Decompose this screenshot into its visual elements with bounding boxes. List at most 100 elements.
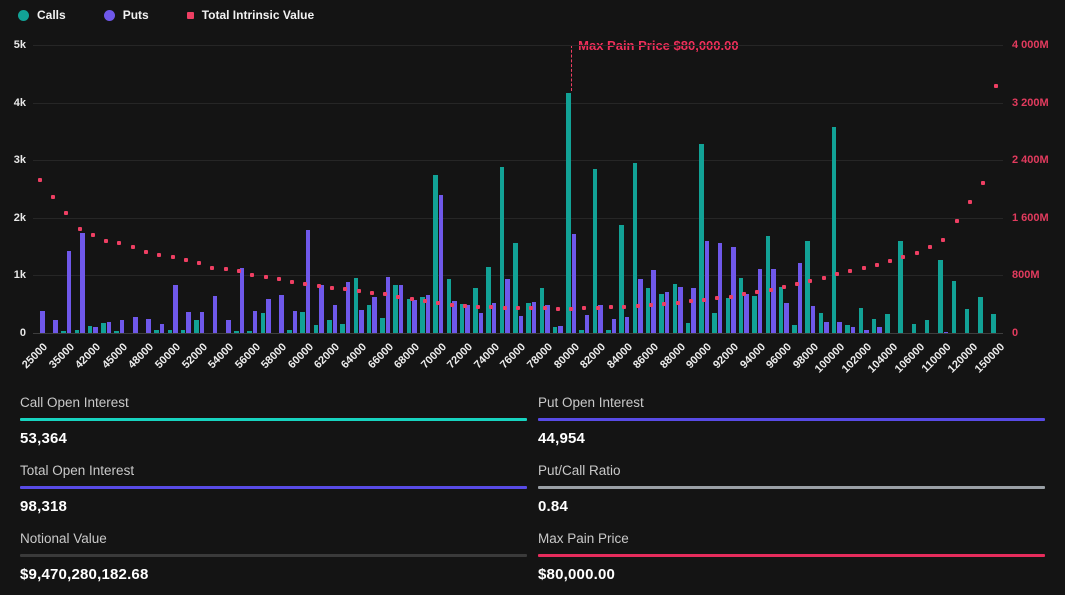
intrinsic-value-dot[interactable] (104, 238, 109, 243)
intrinsic-value-dot[interactable] (542, 306, 547, 311)
call-bar[interactable] (499, 166, 505, 333)
intrinsic-value-dot[interactable] (821, 275, 826, 280)
put-bar[interactable] (518, 315, 523, 333)
intrinsic-value-dot[interactable] (223, 266, 228, 271)
call-bar[interactable] (234, 331, 239, 333)
put-bar[interactable] (744, 293, 749, 333)
put-bar[interactable] (119, 319, 125, 333)
intrinsic-value-dot[interactable] (755, 290, 760, 294)
call-bar[interactable] (725, 298, 731, 333)
put-bar[interactable] (385, 277, 391, 333)
call-bar[interactable] (380, 318, 385, 333)
intrinsic-value-dot[interactable] (648, 303, 653, 308)
put-bar[interactable] (266, 299, 271, 333)
put-bar[interactable] (638, 279, 643, 333)
call-bar[interactable] (87, 326, 93, 333)
put-bar[interactable] (877, 327, 882, 333)
put-bar[interactable] (279, 295, 284, 333)
call-bar[interactable] (313, 324, 319, 333)
intrinsic-value-dot[interactable] (303, 281, 308, 286)
intrinsic-value-dot[interactable] (210, 265, 215, 270)
put-bar[interactable] (106, 322, 112, 333)
put-bar[interactable] (491, 303, 497, 333)
call-bar[interactable] (659, 293, 664, 333)
intrinsic-value-dot[interactable] (396, 295, 401, 299)
call-bar[interactable] (393, 285, 398, 333)
call-bar[interactable] (513, 242, 518, 333)
intrinsic-value-dot[interactable] (715, 296, 720, 301)
intrinsic-value-dot[interactable] (130, 245, 135, 250)
put-bar[interactable] (478, 312, 484, 333)
intrinsic-value-dot[interactable] (423, 299, 427, 303)
call-bar[interactable] (340, 323, 345, 333)
call-bar[interactable] (579, 329, 584, 333)
put-bar[interactable] (678, 286, 683, 333)
call-bar[interactable] (871, 319, 877, 333)
put-bar[interactable] (319, 285, 324, 333)
put-bar[interactable] (824, 321, 829, 333)
put-bar[interactable] (784, 303, 789, 333)
put-bar[interactable] (359, 310, 364, 333)
call-bar[interactable] (685, 322, 691, 333)
call-bar[interactable] (672, 283, 677, 333)
put-bar[interactable] (332, 304, 337, 333)
call-bar[interactable] (74, 329, 79, 333)
put-bar[interactable] (558, 326, 563, 333)
call-bar[interactable] (632, 162, 638, 333)
max-pain-chart[interactable]: Max Pain Price $80,000.00 5k 4 000M 4k 3 20… (0, 0, 1065, 390)
intrinsic-value-dot[interactable] (728, 294, 733, 299)
intrinsic-value-dot[interactable] (143, 249, 148, 254)
call-bar[interactable] (991, 314, 996, 333)
call-bar[interactable] (566, 93, 571, 333)
call-bar[interactable] (792, 324, 797, 333)
put-bar[interactable] (664, 291, 670, 333)
intrinsic-value-dot[interactable] (276, 277, 281, 281)
intrinsic-value-dot[interactable] (768, 287, 773, 292)
intrinsic-value-dot[interactable] (263, 274, 268, 279)
intrinsic-value-dot[interactable] (237, 269, 241, 274)
intrinsic-value-dot[interactable] (383, 292, 388, 297)
put-bar[interactable] (465, 304, 470, 333)
intrinsic-value-dot[interactable] (848, 269, 853, 274)
call-bar[interactable] (805, 240, 810, 333)
put-bar[interactable] (864, 329, 869, 333)
call-bar[interactable] (898, 241, 903, 333)
intrinsic-value-dot[interactable] (197, 261, 202, 266)
put-bar[interactable] (372, 296, 377, 333)
put-bar[interactable] (624, 317, 630, 333)
put-bar[interactable] (412, 300, 417, 333)
call-bar[interactable] (180, 329, 186, 333)
call-bar[interactable] (699, 144, 704, 333)
intrinsic-value-dot[interactable] (914, 251, 919, 256)
call-bar[interactable] (924, 319, 930, 333)
put-bar[interactable] (771, 269, 776, 333)
intrinsic-value-dot[interactable] (170, 255, 175, 260)
call-bar[interactable] (194, 319, 199, 333)
put-bar[interactable] (731, 247, 736, 333)
call-bar[interactable] (592, 169, 598, 333)
intrinsic-value-dot[interactable] (330, 286, 334, 290)
intrinsic-value-dot[interactable] (50, 194, 55, 199)
intrinsic-value-dot[interactable] (662, 302, 667, 307)
put-bar[interactable] (438, 195, 444, 333)
intrinsic-value-dot[interactable] (582, 306, 587, 311)
call-bar[interactable] (459, 303, 465, 333)
intrinsic-value-dot[interactable] (502, 305, 507, 310)
call-bar[interactable] (61, 330, 66, 333)
intrinsic-value-dot[interactable] (250, 273, 255, 277)
call-bar[interactable] (473, 287, 478, 333)
call-bar[interactable] (831, 127, 837, 333)
put-bar[interactable] (757, 269, 763, 333)
intrinsic-value-dot[interactable] (741, 292, 746, 297)
put-bar[interactable] (398, 284, 404, 333)
call-bar[interactable] (778, 286, 784, 333)
intrinsic-value-dot[interactable] (516, 305, 520, 310)
intrinsic-value-dot[interactable] (622, 304, 627, 309)
intrinsic-value-dot[interactable] (157, 253, 162, 258)
call-bar[interactable] (738, 278, 744, 333)
call-bar[interactable] (978, 297, 983, 333)
intrinsic-value-dot[interactable] (967, 200, 972, 204)
call-bar[interactable] (167, 330, 172, 333)
intrinsic-value-dot[interactable] (569, 306, 574, 311)
call-bar[interactable] (606, 329, 611, 333)
